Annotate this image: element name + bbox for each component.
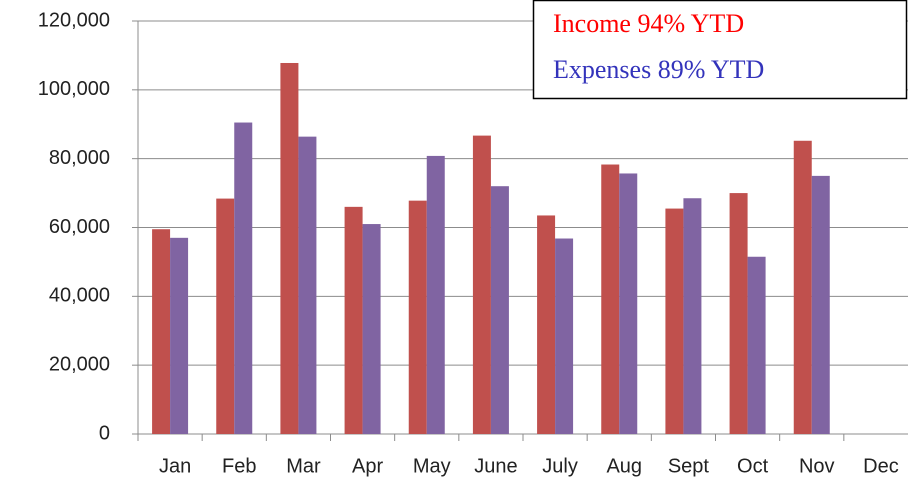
bar	[811, 175, 830, 434]
bar	[234, 122, 253, 434]
bar	[170, 237, 189, 434]
x-tick-label: Mar	[286, 455, 321, 477]
bar	[665, 208, 684, 434]
bar	[490, 186, 509, 434]
x-tick-label: Aug	[606, 455, 642, 477]
bar	[152, 229, 171, 434]
bar	[619, 173, 638, 435]
y-tick-label: 100,000	[38, 78, 110, 100]
bar	[601, 164, 620, 434]
bar	[683, 198, 702, 434]
y-tick-label: 120,000	[38, 9, 110, 31]
x-tick-label: June	[474, 455, 517, 477]
y-tick-label: 20,000	[49, 353, 110, 375]
bar	[216, 198, 235, 434]
x-tick-label: Feb	[222, 455, 256, 477]
x-tick-label: May	[413, 455, 451, 477]
x-tick-label: Oct	[737, 455, 769, 477]
bar	[537, 215, 556, 434]
y-tick-label: 0	[99, 422, 110, 444]
y-tick-label: 80,000	[49, 147, 110, 169]
bar	[472, 135, 491, 435]
bar	[344, 206, 363, 434]
y-tick-label: 60,000	[49, 216, 110, 238]
bar	[555, 238, 574, 434]
x-tick-label: July	[542, 455, 578, 477]
bar	[298, 136, 317, 434]
x-tick-label: Apr	[352, 455, 383, 477]
x-tick-label: Nov	[799, 455, 835, 477]
bar	[362, 224, 381, 434]
y-tick-label: 40,000	[49, 285, 110, 307]
x-tick-label: Jan	[159, 455, 191, 477]
bar	[426, 155, 445, 434]
annotation: Income 94% YTD	[553, 9, 744, 38]
bar	[793, 140, 812, 434]
x-tick-label: Sept	[668, 455, 710, 477]
bar	[747, 256, 766, 434]
bar	[408, 200, 427, 434]
bar	[729, 193, 748, 434]
bar	[280, 62, 299, 434]
annotation: Expenses 89% YTD	[553, 55, 764, 84]
annotation-box	[532, 0, 908, 100]
x-tick-label: Dec	[863, 455, 899, 477]
